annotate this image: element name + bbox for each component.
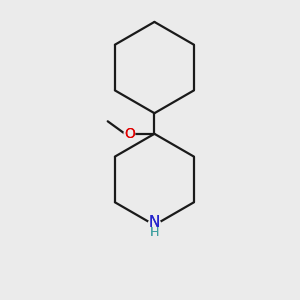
Circle shape <box>124 128 135 139</box>
Text: H: H <box>150 226 159 239</box>
Circle shape <box>148 219 161 232</box>
Text: H: H <box>150 226 159 239</box>
Text: O: O <box>124 127 135 141</box>
Text: N: N <box>149 215 160 230</box>
Text: O: O <box>124 127 135 141</box>
Text: N: N <box>149 215 160 230</box>
